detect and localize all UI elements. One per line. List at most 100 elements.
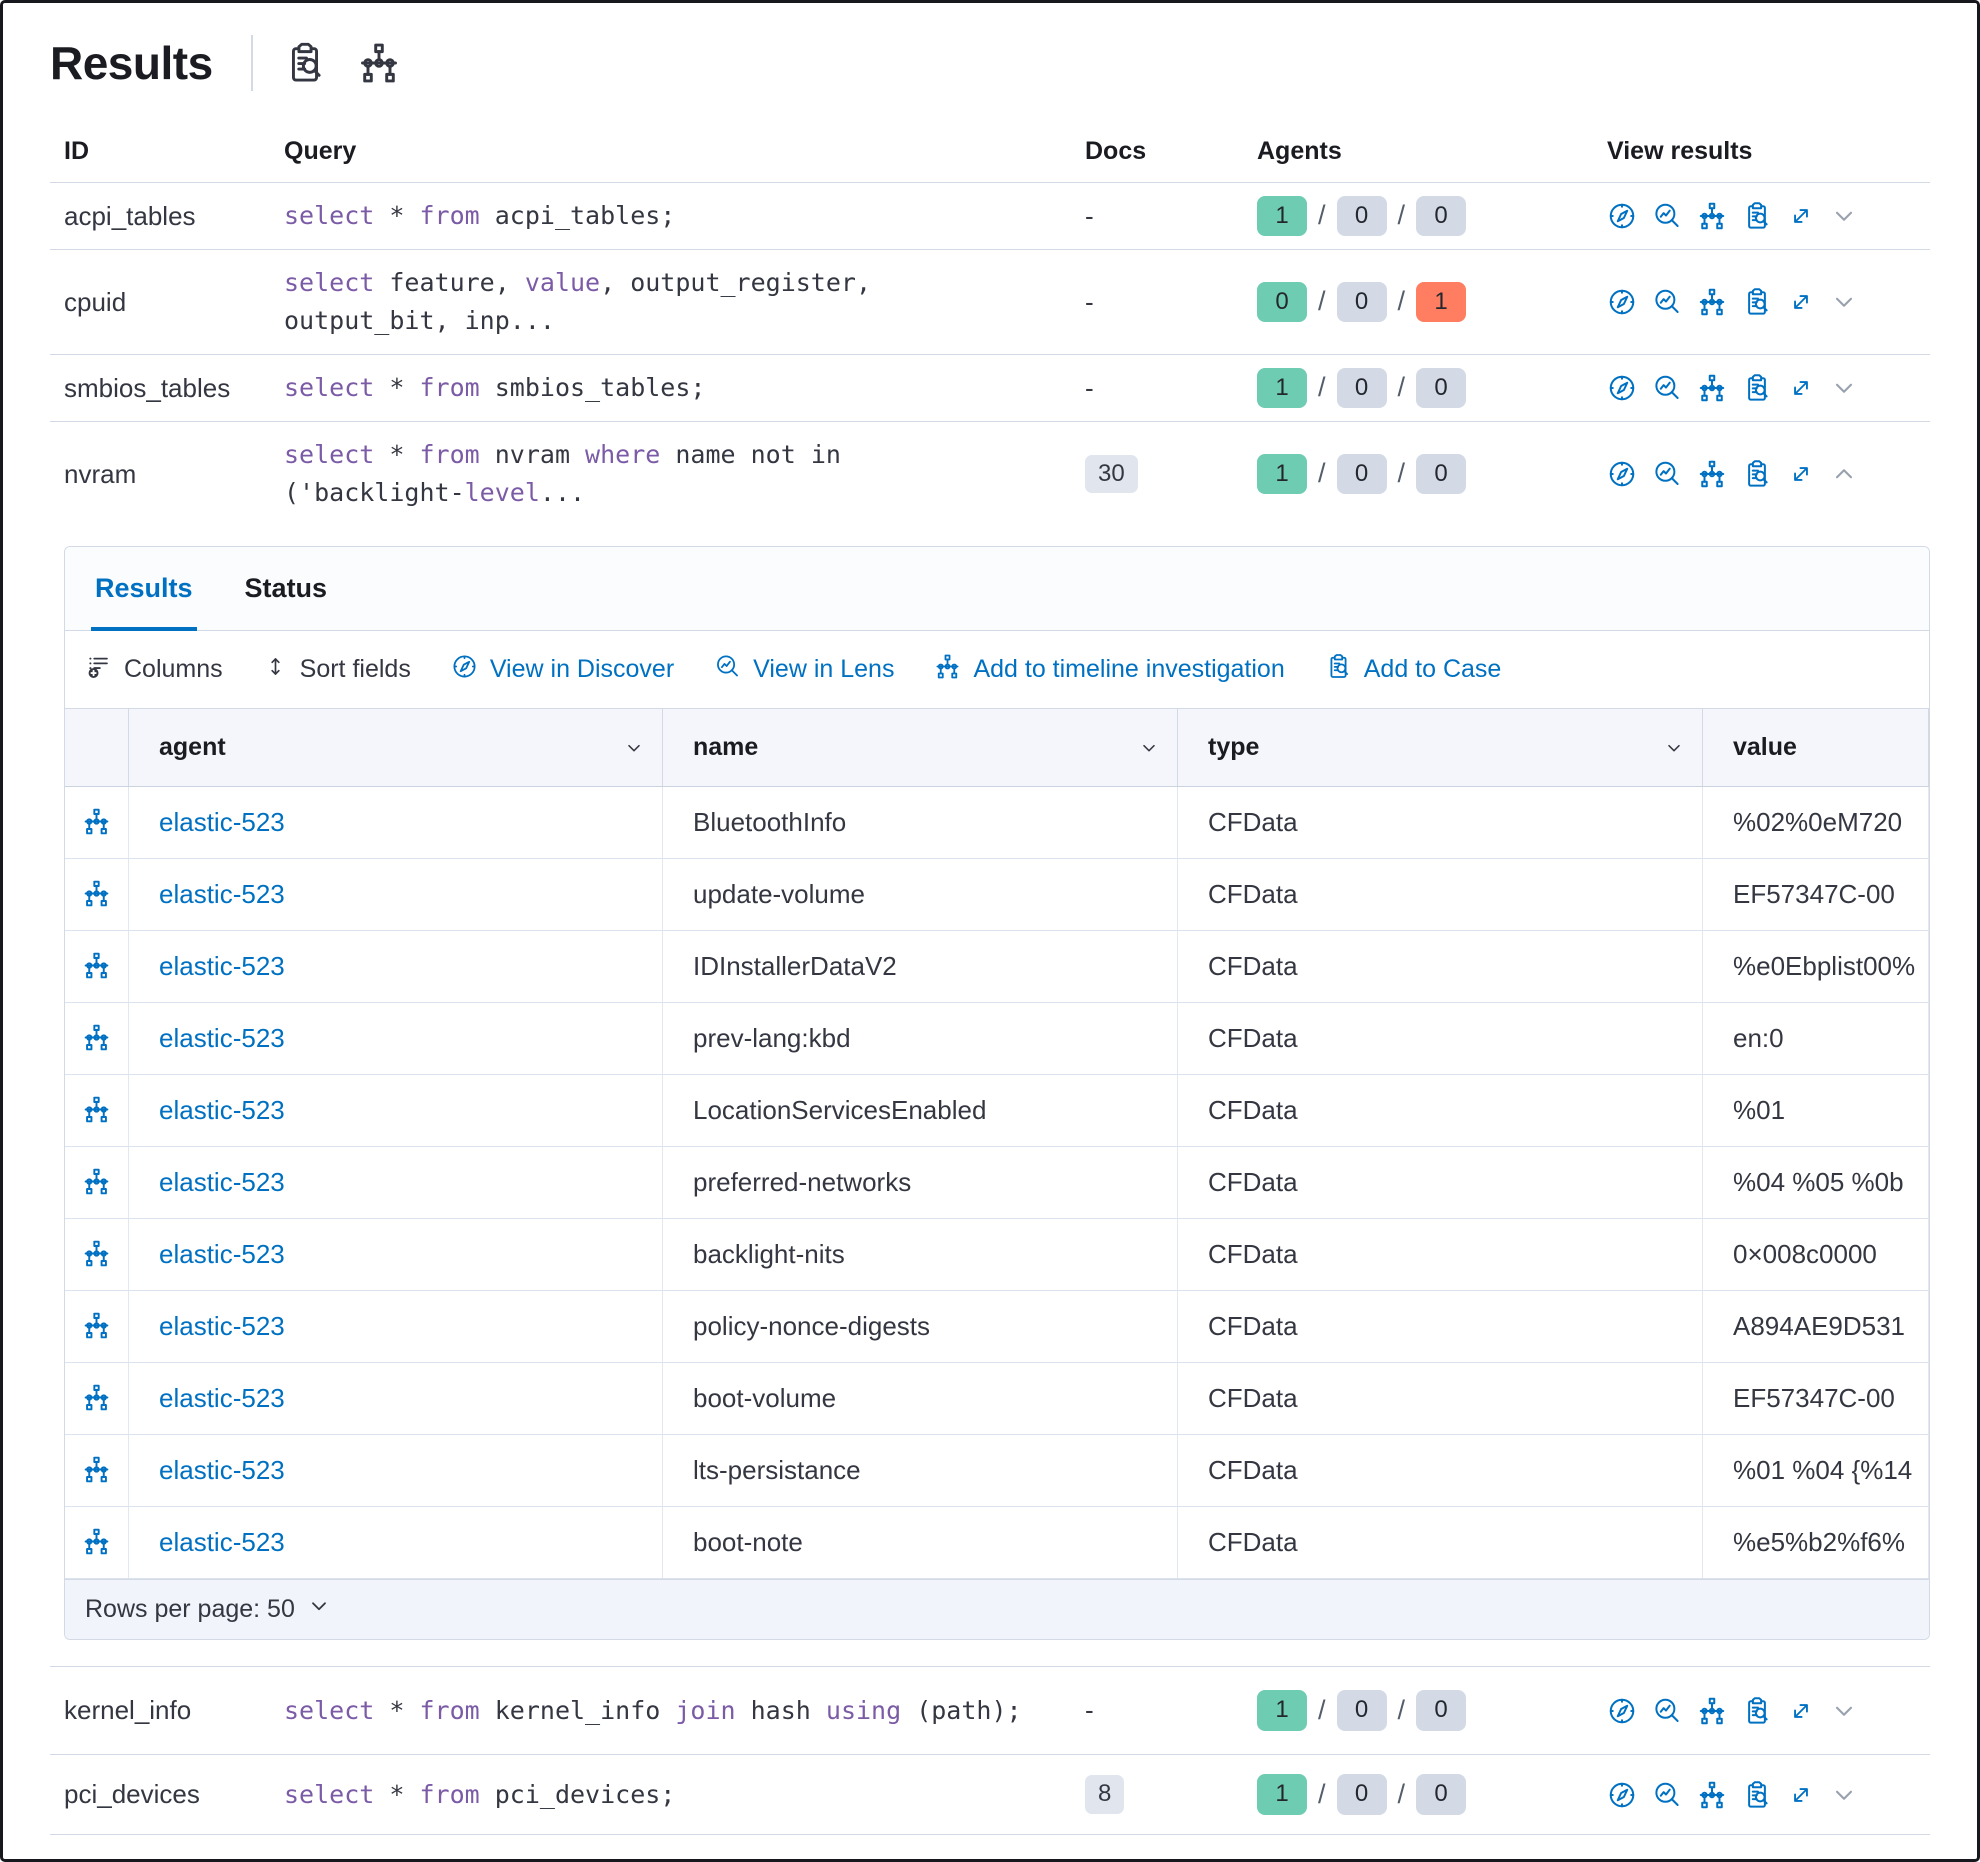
agent-link[interactable]: elastic-523 [159, 807, 285, 837]
view-in-discover-button[interactable] [1607, 1780, 1637, 1810]
query-sql: select * from smbios_tables; [270, 355, 1047, 421]
view-in-lens-button[interactable] [1652, 287, 1682, 317]
sql-text: * [374, 1695, 420, 1725]
grid-header-name[interactable]: name [663, 709, 1178, 786]
cell-name: LocationServicesEnabled [663, 1075, 1178, 1146]
grid-header-agent[interactable]: agent [129, 709, 663, 786]
add-to-case-button[interactable] [1742, 201, 1772, 231]
columns-button[interactable]: Columns [85, 653, 223, 687]
sort-fields-button[interactable]: Sort fields [263, 654, 411, 686]
add-to-timeline-button[interactable] [1697, 1696, 1727, 1726]
add-to-case-button[interactable] [1742, 1696, 1772, 1726]
add-row-to-timeline-button[interactable] [82, 1023, 111, 1055]
badge-separator: / [1318, 372, 1326, 403]
expand-button[interactable] [1787, 202, 1815, 230]
add-row-to-timeline-button[interactable] [82, 1383, 111, 1415]
discover-compass-icon [1607, 1780, 1637, 1810]
sql-keyword: select [284, 1695, 375, 1725]
view-in-discover-toolbar-button[interactable]: View in Discover [451, 653, 674, 687]
add-to-timeline-button[interactable] [1697, 373, 1727, 403]
badge-separator: / [1318, 200, 1326, 231]
agent-link[interactable]: elastic-523 [159, 1455, 285, 1485]
grid-header-type[interactable]: type [1178, 709, 1703, 786]
sql-keyword: from [419, 1695, 480, 1725]
agent-link[interactable]: elastic-523 [159, 879, 285, 909]
discover-compass-icon [451, 653, 478, 687]
agent-link[interactable]: elastic-523 [159, 951, 285, 981]
grid-header-label: name [693, 733, 759, 761]
expand-button[interactable] [1787, 1697, 1815, 1725]
toggle-row-button[interactable] [1830, 202, 1858, 230]
agent-link[interactable]: elastic-523 [159, 1095, 285, 1125]
rows-per-page-label: Rows per page: 50 [85, 1595, 295, 1623]
add-to-case-button[interactable] [1742, 1780, 1772, 1810]
add-to-case-toolbar-button[interactable]: Add to Case [1325, 653, 1501, 687]
add-to-case-button[interactable] [1742, 459, 1772, 489]
tab-results[interactable]: Results [91, 547, 197, 631]
add-row-to-timeline-button[interactable] [82, 1311, 111, 1343]
add-row-to-timeline-button[interactable] [82, 951, 111, 983]
toggle-row-button[interactable] [1830, 288, 1858, 316]
agent-link[interactable]: elastic-523 [159, 1167, 285, 1197]
sql-text: * [374, 1779, 420, 1809]
view-in-discover-button[interactable] [1607, 201, 1637, 231]
agents-success-badge: 0 [1257, 281, 1307, 323]
add-row-to-timeline-button[interactable] [82, 1455, 111, 1487]
docs-count-badge: 30 [1085, 454, 1138, 494]
view-in-lens-button[interactable] [1652, 201, 1682, 231]
tab-status[interactable]: Status [241, 547, 332, 630]
agent-link[interactable]: elastic-523 [159, 1311, 285, 1341]
expand-button[interactable] [1787, 288, 1815, 316]
queries-table: ID Query Docs Agents View results acpi_t… [50, 127, 1930, 1835]
expand-icon [1787, 374, 1815, 402]
timeline-diagram-icon [1697, 1696, 1727, 1726]
add-row-to-timeline-button[interactable] [82, 1095, 111, 1127]
inspect-button[interactable] [283, 41, 327, 85]
view-in-lens-button[interactable] [1652, 1696, 1682, 1726]
expanded-results-panel: Results Status Columns Sort fields View … [64, 546, 1930, 1640]
agent-link[interactable]: elastic-523 [159, 1023, 285, 1053]
sql-text: (path); [901, 1695, 1022, 1725]
add-row-to-timeline-button[interactable] [82, 1239, 111, 1271]
add-to-timeline-button[interactable] [1697, 201, 1727, 231]
view-in-discover-button[interactable] [1607, 1696, 1637, 1726]
add-to-timeline-button[interactable] [1697, 459, 1727, 489]
cell-type: CFData [1178, 1363, 1703, 1434]
view-in-lens-button[interactable] [1652, 1780, 1682, 1810]
add-to-case-button[interactable] [1742, 287, 1772, 317]
sql-text: hash [735, 1695, 826, 1725]
toggle-row-button[interactable] [1830, 1697, 1858, 1725]
add-row-to-timeline-button[interactable] [82, 879, 111, 911]
expand-button[interactable] [1787, 460, 1815, 488]
agent-link[interactable]: elastic-523 [159, 1527, 285, 1557]
view-in-lens-button[interactable] [1652, 373, 1682, 403]
grid-header-value[interactable]: value [1703, 709, 1929, 786]
add-row-to-timeline-button[interactable] [82, 1527, 111, 1559]
rows-per-page-button[interactable]: Rows per page: 50 [85, 1594, 331, 1625]
timeline-diagram-icon [934, 653, 961, 687]
toggle-row-button[interactable] [1830, 374, 1858, 402]
collapse-row-button[interactable] [1830, 460, 1858, 488]
view-in-lens-button[interactable] [1652, 459, 1682, 489]
agent-link[interactable]: elastic-523 [159, 1383, 285, 1413]
expand-button[interactable] [1787, 374, 1815, 402]
add-to-timeline-button[interactable] [1697, 1780, 1727, 1810]
view-results-cell [1582, 373, 1930, 403]
add-row-to-timeline-button[interactable] [82, 1167, 111, 1199]
add-row-to-timeline-button[interactable] [82, 807, 111, 839]
agent-link[interactable]: elastic-523 [159, 1239, 285, 1269]
add-to-case-button[interactable] [1742, 373, 1772, 403]
view-in-discover-button[interactable] [1607, 373, 1637, 403]
view-in-lens-toolbar-button[interactable]: View in Lens [714, 653, 894, 687]
add-to-timeline-toolbar-button[interactable]: Add to timeline investigation [934, 653, 1285, 687]
view-in-discover-button[interactable] [1607, 287, 1637, 317]
view-in-discover-button[interactable] [1607, 459, 1637, 489]
add-to-timeline-button[interactable] [1697, 287, 1727, 317]
docs-empty: - [1085, 372, 1094, 403]
results-tabs: Results Status [65, 547, 1929, 631]
cell-value: EF57347C-00 [1703, 1363, 1929, 1434]
timelines-button[interactable] [357, 41, 401, 85]
toggle-row-button[interactable] [1830, 1781, 1858, 1809]
expand-button[interactable] [1787, 1781, 1815, 1809]
